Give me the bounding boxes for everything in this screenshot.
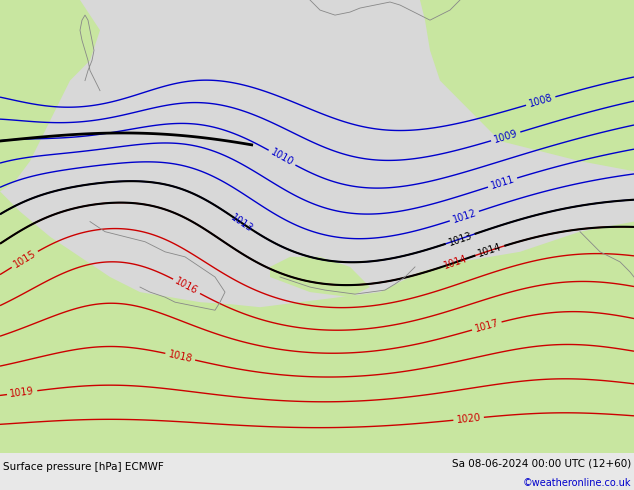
Text: 1020: 1020 [456,413,481,425]
Text: ©weatheronline.co.uk: ©weatheronline.co.uk [522,478,631,489]
Text: 1008: 1008 [527,93,554,109]
Text: 1019: 1019 [10,386,35,399]
Text: 1009: 1009 [493,128,519,145]
Polygon shape [420,0,634,171]
Text: 1014: 1014 [477,242,503,259]
Text: Surface pressure [hPa] ECMWF: Surface pressure [hPa] ECMWF [3,462,164,472]
Text: 1011: 1011 [489,174,515,191]
Text: Sa 08-06-2024 00:00 UTC (12+60): Sa 08-06-2024 00:00 UTC (12+60) [451,459,631,468]
Text: 1017: 1017 [474,318,500,334]
Text: 1013: 1013 [447,230,474,247]
Polygon shape [0,192,634,453]
Text: 1015: 1015 [11,248,38,270]
Text: 1010: 1010 [269,147,295,168]
Polygon shape [0,0,100,192]
Polygon shape [270,257,370,297]
Text: 1014: 1014 [443,253,469,271]
Text: 1018: 1018 [167,349,193,364]
Text: 1016: 1016 [174,276,200,296]
Text: 1013: 1013 [229,212,255,234]
Text: 1012: 1012 [451,208,477,225]
